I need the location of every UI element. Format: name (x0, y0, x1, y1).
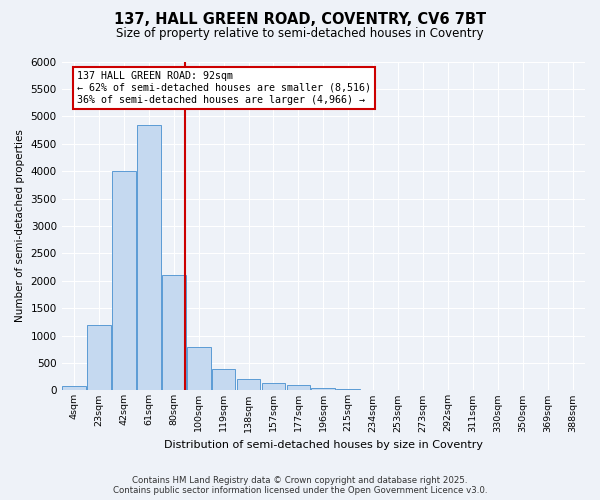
Bar (311, 388, 335, 390)
Bar (162, 276, 185, 390)
Text: 137 HALL GREEN ROAD: 92sqm
← 62% of semi-detached houses are smaller (8,516)
36%: 137 HALL GREEN ROAD: 92sqm ← 62% of semi… (77, 72, 371, 104)
Bar (87, 324, 111, 390)
Text: Contains HM Land Registry data © Crown copyright and database right 2025.
Contai: Contains HM Land Registry data © Crown c… (113, 476, 487, 495)
Bar (237, 380, 260, 390)
Bar (137, 124, 161, 390)
X-axis label: Distribution of semi-detached houses by size in Coventry: Distribution of semi-detached houses by … (164, 440, 483, 450)
Bar (337, 388, 360, 390)
Bar (262, 382, 286, 390)
Bar (187, 346, 211, 391)
Bar (212, 369, 235, 390)
Y-axis label: Number of semi-detached properties: Number of semi-detached properties (15, 130, 25, 322)
Bar (287, 385, 310, 390)
Text: Size of property relative to semi-detached houses in Coventry: Size of property relative to semi-detach… (116, 28, 484, 40)
Bar (62, 386, 86, 390)
Bar (112, 171, 136, 390)
Text: 137, HALL GREEN ROAD, COVENTRY, CV6 7BT: 137, HALL GREEN ROAD, COVENTRY, CV6 7BT (114, 12, 486, 28)
